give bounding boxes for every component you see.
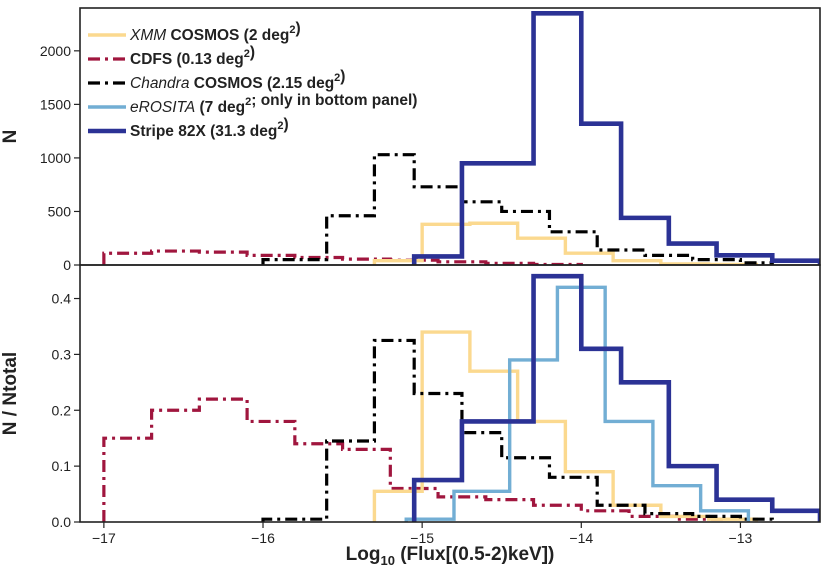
legend: XMM COSMOS (2 deg2)CDFS (0.13 deg2)Chand…	[88, 20, 417, 140]
bottom-y-axis-label: N / Ntotal	[0, 352, 21, 435]
top-y-tick-label: 1500	[40, 96, 71, 112]
legend-label-cdfs: CDFS (0.13 deg2)	[130, 44, 255, 68]
bottom-y-tick-label: 0.1	[52, 458, 72, 474]
bottom-y-tick-label: 0.2	[52, 402, 72, 418]
legend-label-xmm: XMM COSMOS (2 deg2)	[129, 20, 301, 44]
top-series-s82x	[411, 11, 820, 265]
axes-layer: 0 500 1000 1500 2000 N 0.0 0.1 0.2 0.3 0.4 N / Ntot…	[0, 43, 753, 546]
x-tick-label: −13	[729, 530, 753, 546]
top-y-tick-label: 500	[48, 203, 72, 219]
x-tick-label: −16	[251, 530, 275, 546]
top-series-xmm	[372, 221, 759, 265]
x-tick-label: −17	[92, 530, 116, 546]
top-series-cdfs	[102, 249, 583, 265]
bottom-series-chandra	[261, 338, 774, 522]
frames-layer	[79, 7, 821, 523]
legend-label-erosita: eROSITA (7 deg2; only in bottom panel)	[130, 92, 417, 116]
top-y-tick-label: 2000	[40, 43, 71, 59]
x-tick-label: −14	[569, 530, 593, 546]
bottom-y-tick-label: 0.3	[52, 346, 72, 362]
bottom-y-tick-label: 0.4	[52, 291, 72, 307]
top-series-chandra	[261, 153, 774, 265]
bottom-panel-frame	[79, 264, 821, 523]
x-axis-label: Log10 (Flux[(0.5-2)keV])	[346, 544, 555, 568]
bottom-panel-series	[102, 273, 820, 522]
top-y-axis-label: N	[0, 130, 21, 144]
legend-label-chandra: Chandra COSMOS (2.15 deg2)	[130, 68, 345, 92]
x-tick-label: −15	[410, 530, 434, 546]
top-panel-series	[102, 11, 820, 265]
legend-label-s82x: Stripe 82X (31.3 deg2)	[130, 116, 289, 140]
top-y-tick-label: 1000	[40, 150, 71, 166]
bottom-series-erosita	[404, 285, 751, 522]
bottom-series-s82x	[411, 273, 820, 522]
top-y-tick-label: 0	[63, 257, 71, 273]
panels-layer	[102, 11, 820, 522]
bottom-y-tick-label: 0.0	[52, 514, 72, 530]
